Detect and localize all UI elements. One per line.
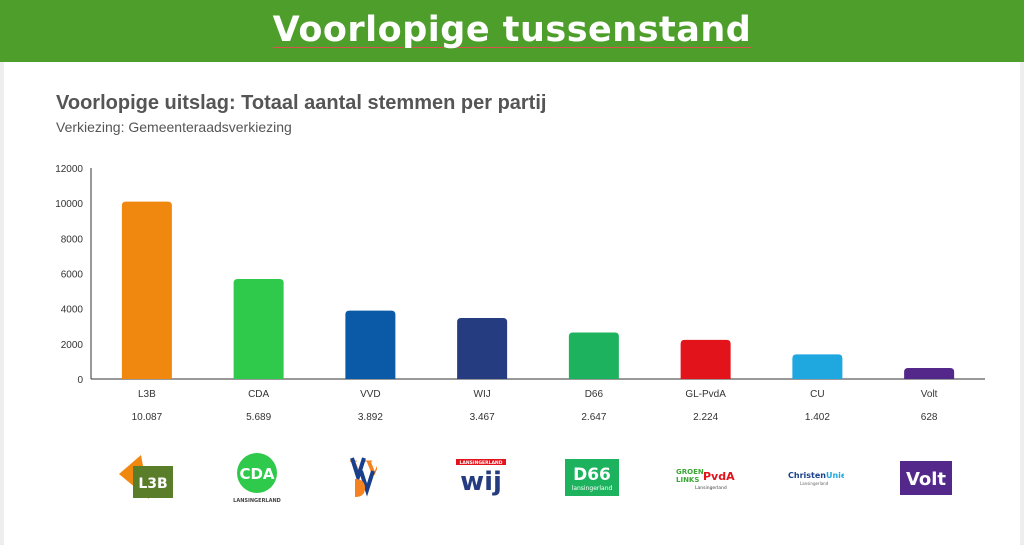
- l3b-logo: L3B: [117, 452, 175, 502]
- chart-title: Voorlopige uitslag: Totaal aantal stemme…: [56, 92, 547, 114]
- y-axis-ticks: 0 2000 4000 6000 8000 10000 12000: [55, 164, 83, 386]
- l3b-logo-text: L3B: [138, 476, 167, 492]
- svg-text:GROEN: GROEN: [676, 468, 704, 476]
- volt-logo: Volt: [900, 461, 952, 495]
- value-label: 1.402: [805, 412, 830, 423]
- x-tick-label: WIJ: [474, 389, 491, 400]
- value-label: 10.087: [132, 412, 163, 423]
- cda-logo-text: CDA: [239, 465, 274, 483]
- x-tick-label: CU: [810, 389, 824, 400]
- bar-volt: [904, 367, 955, 379]
- y-tick-label: 12000: [55, 164, 83, 175]
- x-tick-label: GL-PvdA: [685, 389, 726, 400]
- svg-text:ChristenUnie: ChristenUnie: [788, 471, 844, 480]
- wij-logo-text: wij: [460, 467, 502, 496]
- x-tick-label: VVD: [360, 389, 381, 400]
- bar-gl-pvda: [680, 339, 731, 379]
- right-border: [1020, 62, 1024, 545]
- svg-text:Lansingerland: Lansingerland: [695, 485, 727, 491]
- svg-text:Lansingerland: Lansingerland: [800, 481, 829, 486]
- y-tick-label: 4000: [61, 305, 84, 316]
- wij-logo-subtext: LANSINGERLAND: [460, 460, 503, 466]
- svg-text:LINKS: LINKS: [676, 476, 699, 484]
- bar-cda: [233, 278, 284, 379]
- bar-d66: [568, 332, 619, 379]
- value-label: 3.467: [470, 412, 495, 423]
- d66-logo: D66 lansingerland: [565, 459, 619, 496]
- cu-logo: ChristenUnie Lansingerland: [786, 468, 847, 488]
- x-tick-label: CDA: [248, 389, 269, 400]
- x-tick-label: L3B: [138, 389, 156, 400]
- chart-subtitle: Verkiezing: Gemeenteraadsverkiezing: [56, 119, 292, 135]
- bars: [121, 201, 955, 379]
- wij-logo: LANSINGERLAND wij: [454, 458, 509, 497]
- value-labels: 10.087 5.689 3.892 3.467 2.647 2.224 1.402 628: [132, 412, 938, 423]
- d66-logo-subtext: lansingerland: [572, 485, 613, 492]
- value-label: 2.224: [693, 412, 718, 423]
- svg-text:PvdA: PvdA: [703, 470, 735, 483]
- value-label: 628: [921, 412, 938, 423]
- y-tick-label: 8000: [61, 234, 84, 245]
- header-banner: Voorlopige tussenstand: [0, 0, 1024, 62]
- d66-logo-text: D66: [573, 465, 611, 485]
- y-tick-label: 10000: [55, 199, 83, 210]
- value-label: 5.689: [246, 412, 271, 423]
- bar-l3b: [121, 201, 172, 379]
- value-label: 3.892: [358, 412, 383, 423]
- volt-logo-text: Volt: [906, 469, 946, 490]
- y-tick-label: 2000: [61, 340, 84, 351]
- gl-pvda-logo: GROEN LINKS PvdA Lansingerland: [675, 466, 735, 492]
- value-label: 2.647: [581, 412, 606, 423]
- left-border: [0, 62, 4, 545]
- bar-cu: [792, 354, 843, 379]
- x-axis-labels: L3B CDA VVD WIJ D66 GL-PvdA CU Volt: [138, 389, 938, 400]
- y-tick-label: 6000: [61, 270, 84, 281]
- cda-logo-subtext: LANSINGERLAND: [233, 498, 281, 504]
- cda-logo: CDA LANSINGERLAND: [229, 452, 287, 504]
- bar-wij: [457, 318, 508, 379]
- bar-vvd: [345, 310, 396, 379]
- banner-title: Voorlopige tussenstand: [272, 10, 752, 50]
- vvd-logo: VVD: [349, 455, 398, 499]
- x-tick-label: D66: [585, 389, 604, 400]
- y-tick-label: 0: [77, 375, 83, 386]
- x-tick-label: Volt: [921, 389, 938, 400]
- vvd-logo-mark: VVD: [349, 456, 398, 497]
